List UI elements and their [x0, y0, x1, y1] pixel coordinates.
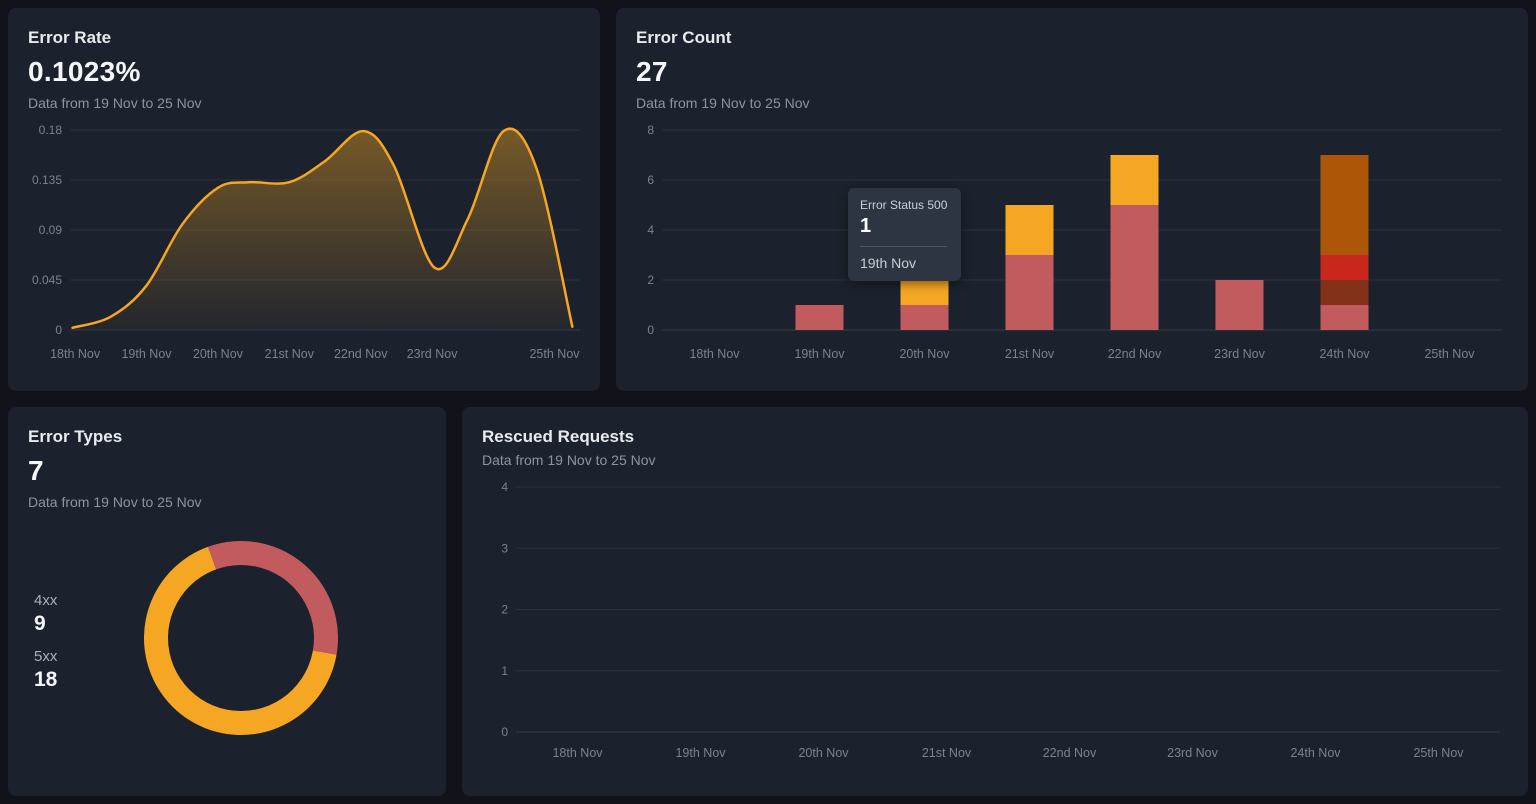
- svg-text:25th Nov: 25th Nov: [529, 347, 580, 361]
- error-count-chart[interactable]: 8 6 4 2 0 18th Nov 19th Nov 20th Nov 21st Nov 22n…: [632, 120, 1512, 378]
- panel-error-types: Error Types 7 Data from 19 Nov to 25 Nov…: [8, 407, 446, 796]
- svg-text:21st Nov: 21st Nov: [265, 347, 315, 361]
- error-count-title: Error Count: [636, 28, 732, 47]
- panel-rescued-requests: Rescued Requests Data from 19 Nov to 25 …: [462, 407, 1528, 796]
- svg-text:22nd Nov: 22nd Nov: [1108, 347, 1162, 361]
- svg-text:1: 1: [501, 664, 508, 678]
- error-rate-value: 0.1023%: [28, 56, 141, 87]
- svg-text:0: 0: [55, 323, 62, 337]
- donut-legend: 4xx 9 5xx 18: [34, 592, 57, 692]
- svg-text:22nd Nov: 22nd Nov: [1043, 746, 1097, 760]
- svg-text:0.09: 0.09: [39, 223, 63, 237]
- rescued-requests-title: Rescued Requests: [482, 427, 635, 446]
- svg-text:8: 8: [647, 123, 654, 137]
- svg-text:0.135: 0.135: [32, 173, 62, 187]
- svg-text:2: 2: [501, 603, 508, 617]
- chart-tooltip: Error Status 500 1 19th Nov: [848, 188, 962, 281]
- svg-text:21st Nov: 21st Nov: [922, 746, 972, 760]
- svg-text:19th Nov: 19th Nov: [794, 347, 845, 361]
- error-rate-chart[interactable]: 0.18 0.135 0.09 0.045 0 18th Nov 19th Nov 20th …: [24, 120, 592, 378]
- error-types-value: 7: [28, 455, 44, 486]
- error-types-title: Error Types: [28, 427, 123, 446]
- svg-text:19th Nov: 19th Nov: [675, 746, 726, 760]
- svg-text:20th Nov: 20th Nov: [798, 746, 849, 760]
- svg-text:2: 2: [647, 273, 654, 287]
- svg-text:0: 0: [501, 725, 508, 739]
- svg-text:24th Nov: 24th Nov: [1319, 347, 1370, 361]
- svg-text:25th Nov: 25th Nov: [1424, 347, 1475, 361]
- svg-text:20th Nov: 20th Nov: [193, 347, 244, 361]
- svg-text:0: 0: [647, 323, 654, 337]
- svg-text:18th Nov: 18th Nov: [50, 347, 101, 361]
- legend-label-4xx: 4xx: [34, 592, 58, 609]
- error-count-value: 27: [636, 56, 668, 87]
- svg-text:22nd Nov: 22nd Nov: [334, 347, 388, 361]
- legend-label-5xx: 5xx: [34, 648, 58, 665]
- svg-text:25th Nov: 25th Nov: [1413, 746, 1464, 760]
- legend-value-4xx: 9: [34, 612, 46, 635]
- svg-text:18th Nov: 18th Nov: [552, 746, 603, 760]
- svg-text:0.045: 0.045: [32, 273, 62, 287]
- error-rate-title: Error Rate: [28, 28, 112, 47]
- svg-text:4: 4: [501, 480, 508, 494]
- svg-text:3: 3: [501, 541, 508, 555]
- svg-text:23rd Nov: 23rd Nov: [1214, 347, 1265, 361]
- error-types-donut[interactable]: [144, 541, 338, 735]
- svg-text:20th Nov: 20th Nov: [899, 347, 950, 361]
- svg-text:23rd Nov: 23rd Nov: [407, 347, 458, 361]
- svg-text:24th Nov: 24th Nov: [1290, 746, 1341, 760]
- svg-text:4: 4: [647, 223, 654, 237]
- tooltip-title: Error Status 500: [860, 198, 948, 212]
- error-count-subtitle: Data from 19 Nov to 25 Nov: [636, 95, 810, 111]
- svg-text:6: 6: [647, 173, 654, 187]
- svg-text:23rd Nov: 23rd Nov: [1167, 746, 1218, 760]
- tooltip-date-label: 19th Nov: [860, 255, 917, 271]
- panel-error-count: Error Count 27 Data from 19 Nov to 25 No…: [616, 8, 1528, 391]
- tooltip-divider: [860, 246, 948, 247]
- svg-text:18th Nov: 18th Nov: [689, 347, 740, 361]
- legend-value-5xx: 18: [34, 668, 58, 691]
- rescued-requests-subtitle: Data from 19 Nov to 25 Nov: [482, 452, 656, 468]
- svg-text:19th Nov: 19th Nov: [121, 347, 172, 361]
- error-types-subtitle: Data from 19 Nov to 25 Nov: [28, 494, 202, 510]
- tooltip-value: 1: [860, 215, 872, 237]
- error-rate-subtitle: Data from 19 Nov to 25 Nov: [28, 95, 202, 111]
- svg-text:0.18: 0.18: [39, 123, 63, 137]
- donut-hole: [168, 565, 314, 711]
- panel-error-rate: Error Rate 0.1023% Data from 19 Nov to 2…: [8, 8, 600, 391]
- svg-text:21st Nov: 21st Nov: [1005, 347, 1055, 361]
- rescued-requests-chart[interactable]: 4 3 2 1 0 18th Nov 19th Nov 20th Nov 21st Nov 22n…: [478, 477, 1512, 777]
